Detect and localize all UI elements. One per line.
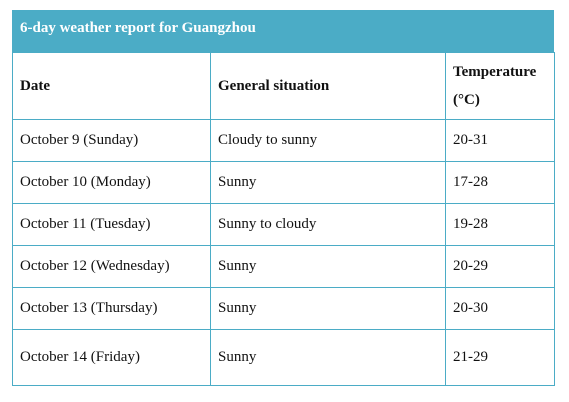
table-cell: Sunny to cloudy bbox=[210, 203, 446, 246]
table-cell: Sunny bbox=[210, 329, 446, 386]
table-row: October 11 (Tuesday) Sunny to cloudy 19-28 bbox=[12, 203, 555, 246]
table-row: October 13 (Thursday) Sunny 20-30 bbox=[12, 287, 555, 330]
weather-table: Date General situation Temperature (°C) Oc… bbox=[12, 52, 555, 386]
table-cell: Sunny bbox=[210, 245, 446, 288]
table-cell: October 10 (Monday) bbox=[12, 161, 211, 204]
table-cell: 20-29 bbox=[445, 245, 555, 288]
weather-report: 6-day weather report for Guangzhou Date G… bbox=[12, 10, 555, 386]
table-cell: October 11 (Tuesday) bbox=[12, 203, 211, 246]
table-cell: October 13 (Thursday) bbox=[12, 287, 211, 330]
table-title: 6-day weather report for Guangzhou bbox=[12, 10, 554, 52]
column-header: General situation bbox=[210, 52, 446, 120]
table-cell: October 9 (Sunday) bbox=[12, 119, 211, 162]
table-cell: October 12 (Wednesday) bbox=[12, 245, 211, 288]
table-row: October 10 (Monday) Sunny 17-28 bbox=[12, 161, 555, 204]
table-row: October 14 (Friday) Sunny 21-29 bbox=[12, 329, 555, 386]
table-cell: 17-28 bbox=[445, 161, 555, 204]
header-row: Date General situation Temperature (°C) bbox=[12, 52, 555, 120]
table-cell: October 14 (Friday) bbox=[12, 329, 211, 386]
column-header: Temperature (°C) bbox=[445, 52, 555, 120]
table-row: October 12 (Wednesday) Sunny 20-29 bbox=[12, 245, 555, 288]
table-cell: 19-28 bbox=[445, 203, 555, 246]
column-header: Date bbox=[12, 52, 211, 120]
table-cell: 21-29 bbox=[445, 329, 555, 386]
table-cell: Sunny bbox=[210, 287, 446, 330]
table-row: October 9 (Sunday) Cloudy to sunny 20-31 bbox=[12, 119, 555, 162]
table-cell: 20-31 bbox=[445, 119, 555, 162]
table-cell: Cloudy to sunny bbox=[210, 119, 446, 162]
table-cell: 20-30 bbox=[445, 287, 555, 330]
table-cell: Sunny bbox=[210, 161, 446, 204]
